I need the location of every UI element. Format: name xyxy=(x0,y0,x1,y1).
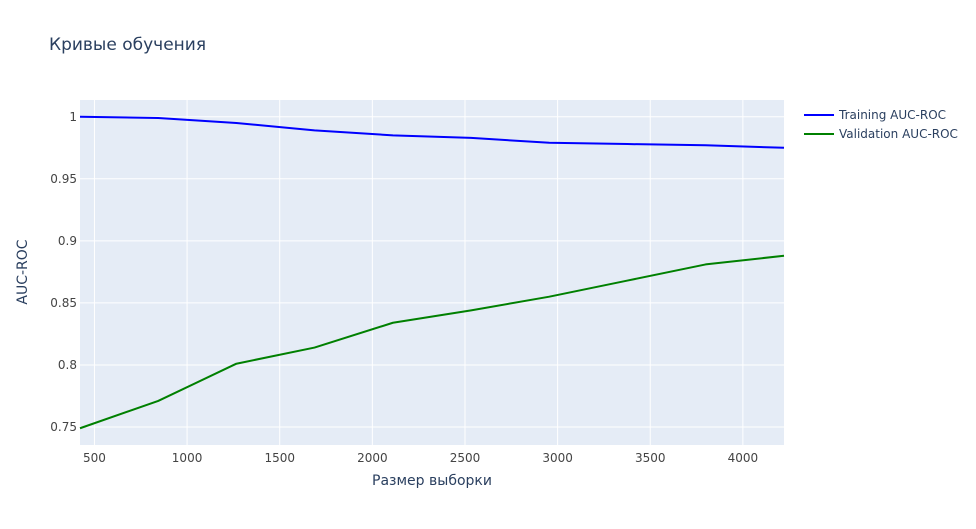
x-axis-ticks: 500 1000 1500 2000 2500 3000 3500 4000 xyxy=(83,451,758,465)
y-tick-label: 1 xyxy=(69,110,77,124)
legend-label[interactable]: Training AUC-ROC xyxy=(838,108,946,122)
x-tick-label: 2000 xyxy=(357,451,388,465)
y-tick-label: 0.9 xyxy=(58,234,77,248)
chart-title: Кривые обучения xyxy=(49,35,206,55)
x-tick-label: 500 xyxy=(83,451,106,465)
x-tick-label: 1500 xyxy=(264,451,295,465)
y-tick-label: 0.95 xyxy=(50,172,77,186)
y-axis-ticks: 0.75 0.8 0.85 0.9 0.95 1 xyxy=(50,110,77,434)
x-tick-label: 4000 xyxy=(728,451,759,465)
legend-label[interactable]: Validation AUC-ROC xyxy=(839,127,958,141)
x-tick-label: 3500 xyxy=(635,451,666,465)
y-tick-label: 0.8 xyxy=(58,358,77,372)
plot-area xyxy=(80,100,784,445)
x-axis-title: Размер выборки xyxy=(372,473,492,489)
series-line-training xyxy=(79,115,785,149)
series-layer xyxy=(79,115,785,430)
y-tick-label: 0.85 xyxy=(50,296,77,310)
y-tick-label: 0.75 xyxy=(50,420,77,434)
y-axis-title: AUC-ROC xyxy=(15,239,31,304)
x-tick-label: 1000 xyxy=(172,451,203,465)
grid-layer xyxy=(80,100,784,445)
series-line-validation xyxy=(79,254,785,430)
x-tick-label: 3000 xyxy=(542,451,573,465)
x-tick-label: 2500 xyxy=(450,451,481,465)
legend: Training AUC-ROC Validation AUC-ROC xyxy=(804,108,958,141)
